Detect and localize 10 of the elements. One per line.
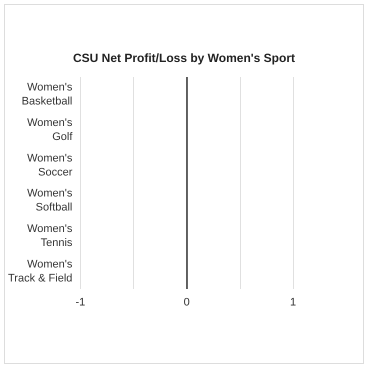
y-tick-label: Women's Basketball — [22, 82, 73, 108]
y-tick-label: Women's Tennis — [27, 223, 73, 249]
x-tick-label: 1 — [290, 296, 296, 308]
y-tick-label: Women's Soccer — [27, 152, 73, 178]
chart-title: CSU Net Profit/Loss by Women's Sport — [73, 51, 295, 65]
x-tick-label: -1 — [75, 296, 86, 308]
y-tick-label: Women's Softball — [27, 188, 73, 214]
y-tick-label: Women's Track & Field — [8, 258, 73, 284]
y-tick-label: Women's Golf — [27, 117, 74, 143]
x-tick-label: 0 — [184, 296, 190, 308]
